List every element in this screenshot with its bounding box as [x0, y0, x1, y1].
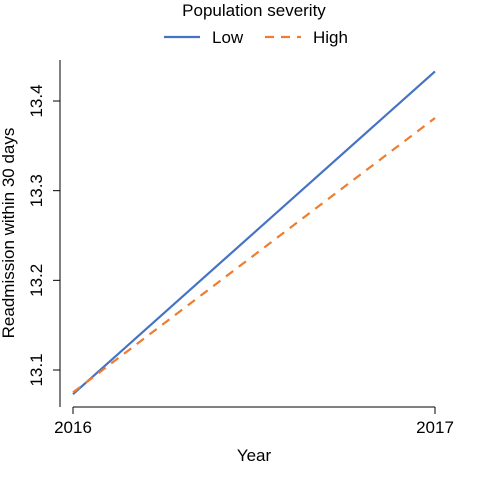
- x-tick-label: 2016: [54, 418, 92, 437]
- y-tick-label: 13.1: [27, 353, 46, 386]
- y-tick-label: 13.2: [27, 264, 46, 297]
- y-axis-title: Readmission within 30 days: [0, 128, 18, 339]
- x-tick-label: 2017: [416, 418, 454, 437]
- legend-title: Population severity: [182, 1, 326, 20]
- x-axis-title: Year: [237, 446, 272, 465]
- legend-label-low: Low: [212, 28, 244, 47]
- legend-items: Low High: [164, 28, 348, 47]
- y-tick-label: 13.4: [27, 84, 46, 117]
- legend: Population severity Low High: [164, 1, 348, 47]
- y-ticks: 13.1 13.2 13.3 13.4: [27, 84, 60, 387]
- series-line-high: [72, 117, 436, 394]
- y-tick-label: 13.3: [27, 174, 46, 207]
- series-line-low: [72, 70, 436, 396]
- legend-label-high: High: [313, 28, 348, 47]
- series-layer: [72, 70, 436, 396]
- x-ticks: 2016 2017: [54, 407, 454, 437]
